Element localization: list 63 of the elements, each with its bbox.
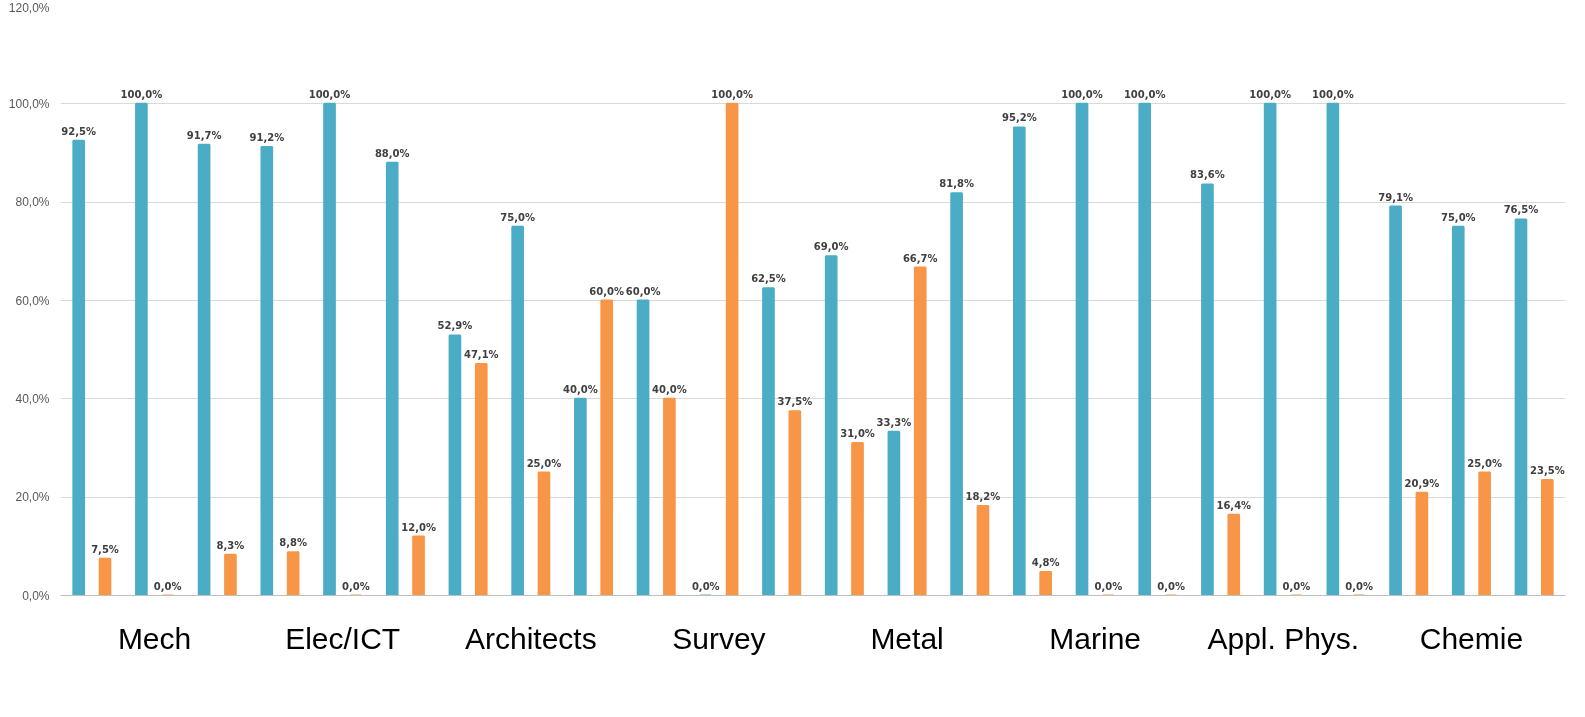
data-label: 31,0%	[840, 428, 875, 440]
x-tick-label: Appl. Phys.	[1207, 621, 1360, 655]
data-label: 37,5%	[777, 396, 813, 408]
data-label: 75,0%	[500, 211, 535, 223]
data-label: 88,0%	[374, 147, 410, 159]
data-label: 100,0%	[1123, 88, 1166, 100]
data-label: 81,8%	[939, 178, 974, 190]
y-tick-label: 0,0%	[22, 588, 50, 603]
x-tick-label: Elec/ICT	[285, 621, 401, 655]
data-label: 7,5%	[91, 543, 119, 555]
data-label: 0,0%	[1094, 580, 1123, 592]
data-label: 60,0%	[625, 285, 661, 297]
data-label: 62,5%	[751, 273, 786, 285]
data-label: 0,0%	[153, 580, 182, 592]
data-label: 33,3%	[876, 416, 912, 428]
x-tick-label: Marine	[1049, 621, 1142, 655]
data-label: 52,9%	[437, 320, 473, 332]
data-label: 23,5%	[1529, 464, 1565, 476]
data-label: 83,6%	[1190, 169, 1225, 181]
y-tick-label: 60,0%	[15, 293, 50, 308]
y-tick-label: 120,0%	[8, 0, 50, 15]
x-tick-label: Chemie	[1419, 621, 1524, 655]
data-label: 40,0%	[563, 383, 598, 395]
data-label: 0,0%	[691, 580, 720, 592]
data-label: 8,3%	[216, 539, 245, 551]
data-label: 66,7%	[902, 252, 938, 264]
data-label: 91,2%	[249, 132, 285, 144]
y-tick-label: 80,0%	[15, 195, 50, 210]
data-label: 40,0%	[652, 383, 687, 395]
data-label: 25,0%	[1467, 457, 1502, 469]
x-tick-label: Survey	[672, 621, 766, 655]
data-label: 100,0%	[711, 88, 753, 100]
data-label: 12,0%	[401, 521, 436, 533]
data-label: 20,9%	[1404, 477, 1440, 489]
data-label: 47,1%	[463, 348, 499, 360]
data-label: 4,8%	[1031, 556, 1060, 568]
data-label: 0,0%	[1282, 580, 1311, 592]
data-label: 60,0%	[589, 285, 625, 297]
y-tick-label: 20,0%	[15, 490, 50, 505]
x-tick-label: Metal	[870, 621, 944, 655]
data-label: 79,1%	[1378, 191, 1413, 203]
data-label: 100,0%	[1249, 88, 1291, 100]
data-label: 16,4%	[1216, 499, 1252, 511]
data-label: 76,5%	[1503, 204, 1539, 216]
data-label: 0,0%	[341, 580, 370, 592]
data-label: 92,5%	[61, 125, 97, 137]
data-label: 25,0%	[526, 457, 562, 469]
data-label: 95,2%	[1001, 112, 1037, 124]
data-label: 100,0%	[1061, 88, 1103, 100]
data-label: 0,0%	[1345, 580, 1374, 592]
y-tick-label: 100,0%	[8, 96, 50, 111]
data-label: 100,0%	[120, 88, 163, 100]
data-label: 100,0%	[1312, 88, 1354, 100]
data-label: 100,0%	[308, 88, 351, 100]
data-label: 8,8%	[279, 537, 308, 549]
data-label: 18,2%	[965, 491, 1001, 503]
data-label: 0,0%	[1157, 580, 1185, 592]
data-label: 91,7%	[186, 129, 222, 141]
data-label: 75,0%	[1440, 211, 1476, 223]
data-label: 69,0%	[813, 241, 849, 253]
x-tick-label: Architects	[464, 621, 597, 655]
x-tick-label: Mech	[117, 621, 192, 655]
y-tick-label: 40,0%	[15, 391, 50, 406]
